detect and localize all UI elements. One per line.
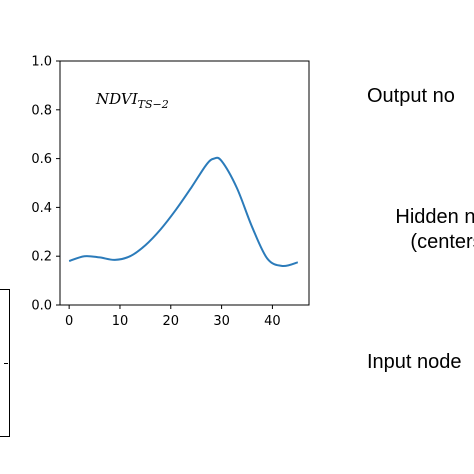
input-box-fragment bbox=[0, 289, 10, 437]
annotation-subscript: TS−2 bbox=[138, 98, 169, 111]
y-tick-label: 0.8 bbox=[31, 103, 52, 118]
series-line bbox=[68, 156, 299, 268]
x-tick-label: 0 bbox=[65, 314, 73, 329]
series-annotation: NDVITS−2 bbox=[95, 90, 169, 111]
x-tick-label: 40 bbox=[264, 314, 281, 329]
y-tick-label: 0.2 bbox=[31, 250, 52, 265]
hidden-nodes-label: Hidden no (centers bbox=[395, 206, 474, 253]
output-nodes-label: Output no bbox=[367, 85, 455, 107]
input-nodes-label: Input node bbox=[367, 351, 462, 373]
x-tick-label: 10 bbox=[112, 314, 129, 329]
x-tick-label: 20 bbox=[163, 314, 180, 329]
annotation-main: NDVI bbox=[95, 90, 139, 108]
y-tick-label: 0.0 bbox=[31, 299, 52, 314]
y-tick-label: 0.4 bbox=[31, 201, 52, 216]
plot-frame bbox=[59, 60, 310, 306]
y-tick-label: 0.6 bbox=[31, 152, 52, 167]
input-box-tick bbox=[4, 363, 8, 364]
x-tick-label: 30 bbox=[213, 314, 230, 329]
y-tick-label: 1.0 bbox=[31, 55, 52, 70]
